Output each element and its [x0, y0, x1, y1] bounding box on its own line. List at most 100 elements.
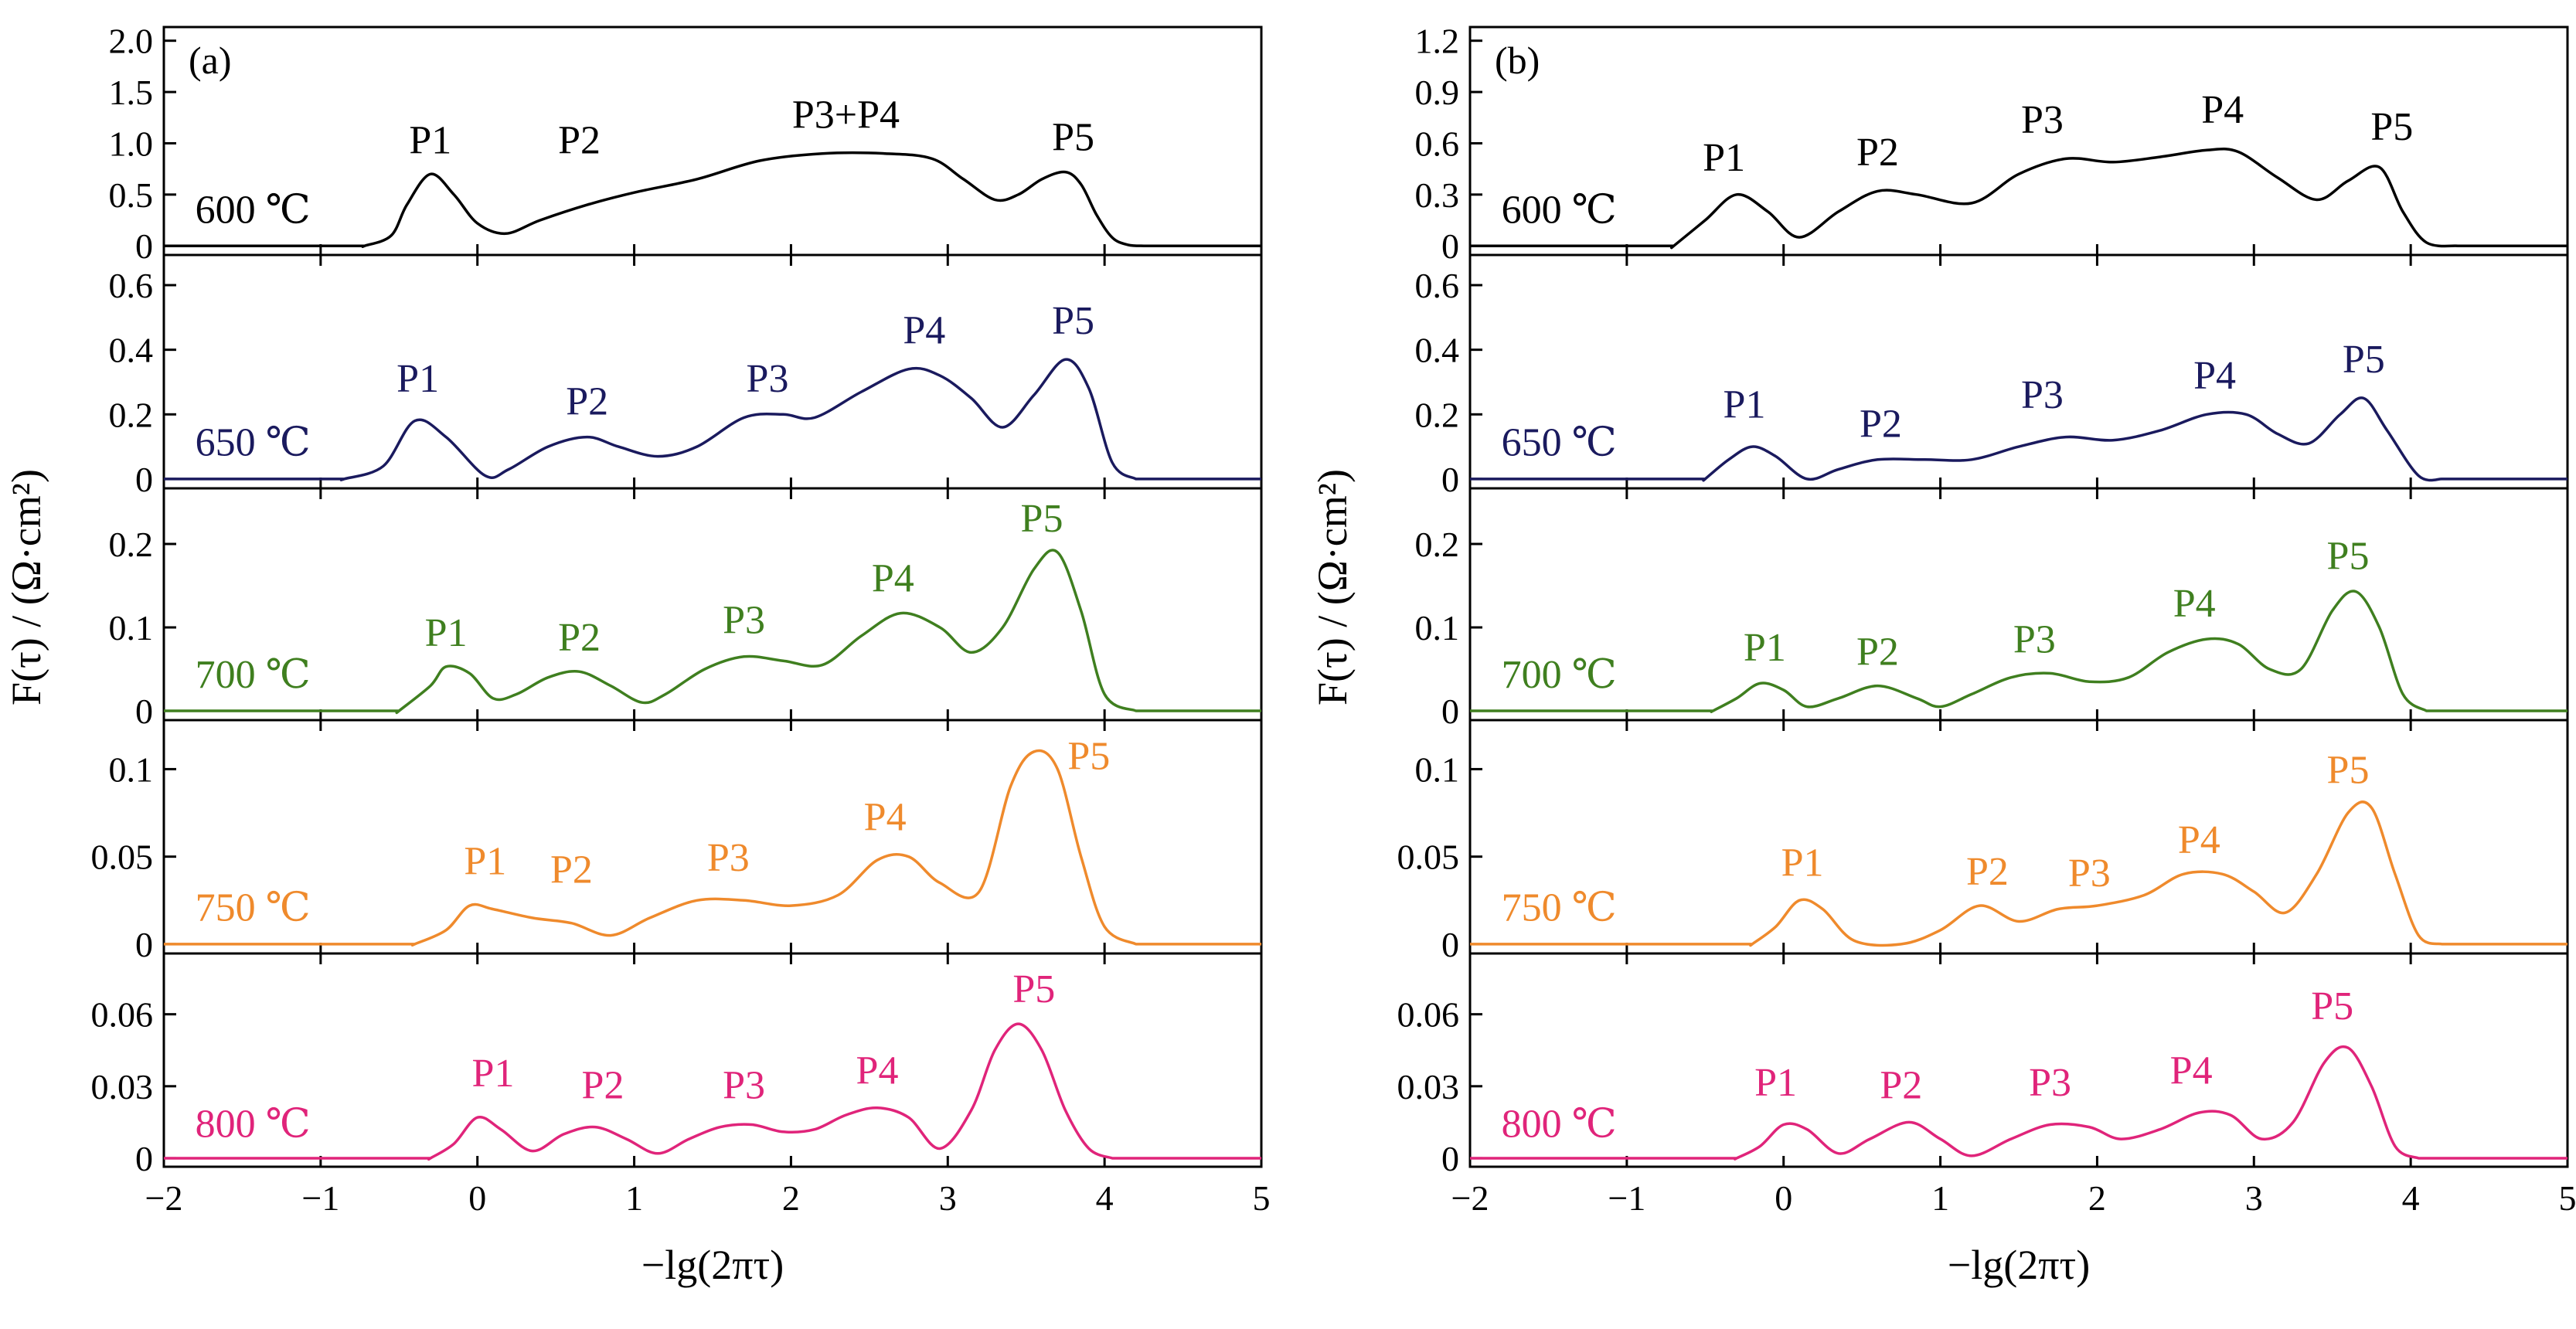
y-axis-label: F(τ) / (Ω·cm²) [3, 469, 49, 705]
peak-label: P1 [1703, 136, 1745, 180]
y-tick-label: 0.6 [1415, 124, 1460, 163]
y-tick-label: 0 [1441, 925, 1459, 964]
panel-tag: (b) [1495, 39, 1540, 82]
peak-label: P1 [1781, 841, 1824, 885]
temperature-label: 750 ℃ [1502, 886, 1617, 930]
peak-label: P2 [550, 848, 593, 892]
subplot-frame [1468, 487, 2569, 722]
y-tick-label: 2.0 [109, 22, 154, 61]
series-line [164, 358, 1262, 481]
x-tick-label: −1 [301, 1178, 339, 1218]
peak-label: P2 [1966, 850, 2009, 894]
y-tick-label: 0.3 [1415, 175, 1460, 215]
y-tick-label: 0 [135, 925, 153, 964]
temperature-label: 600 ℃ [196, 189, 311, 233]
peak-label: P3 [2068, 851, 2111, 896]
y-tick-label: 0.9 [1415, 73, 1460, 112]
peak-label: P5 [1052, 299, 1094, 343]
series-line [1470, 590, 2567, 713]
peak-label: P4 [856, 1049, 899, 1093]
y-tick-label: 0.6 [109, 266, 154, 305]
temperature-label: 700 ℃ [196, 653, 311, 697]
y-tick-label: 0.1 [1415, 749, 1460, 789]
subplot-frame [1468, 719, 2569, 955]
peak-label: P5 [1067, 734, 1110, 778]
peak-label: P1 [409, 119, 451, 163]
peak-label: P2 [582, 1063, 624, 1107]
panel-b: 0 0.3 0.6 0.9 1.2 P1 P2 P3 P4 P5 600 ℃ 0 0.2 0.4 0.6 P1… [1309, 22, 2576, 1288]
y-tick-label: 0.6 [1415, 266, 1460, 305]
peak-label: P1 [1724, 382, 1766, 427]
x-tick-label: 2 [782, 1178, 800, 1218]
y-tick-label: 0 [1441, 1139, 1459, 1178]
x-tick-label: −2 [145, 1178, 183, 1218]
x-axis-label: −lg(2πτ) [641, 1242, 784, 1288]
subplot-2: 0 0.1 0.2 P1 P2 P3 P4 P5 700 ℃ [109, 487, 1263, 731]
y-tick-label: 0.03 [1397, 1067, 1460, 1106]
y-tick-label: 0.1 [1415, 608, 1460, 648]
subplot-3: 0 0.05 0.1 P1 P2 P3 P4 P5 750 ℃ [91, 719, 1263, 964]
subplot-1: 0 0.2 0.4 0.6 P1 P2 P3 P4 P5 650 ℃ [1415, 253, 2569, 499]
series-line [164, 749, 1262, 947]
peak-label: P3 [2021, 373, 2064, 417]
panel-a: 0 0.5 1.0 1.5 2.0 P1 P2 P3+P4 P5 600 ℃ 0 0.2 0.4 0.6 P… [3, 22, 1271, 1288]
subplot-frame [162, 25, 1263, 257]
x-tick-label: 3 [2245, 1178, 2263, 1218]
peak-label: P2 [1856, 631, 1899, 675]
x-tick-label: 2 [2088, 1178, 2106, 1218]
x-tick-label: 4 [2402, 1178, 2420, 1218]
x-tick-label: 4 [1096, 1178, 1114, 1218]
x-tick-label: −2 [1451, 1178, 1489, 1218]
peak-label: P2 [558, 616, 601, 660]
peak-label: P5 [2343, 338, 2385, 382]
peak-label: P3 [2029, 1061, 2071, 1105]
y-tick-label: 0.1 [109, 608, 154, 648]
subplot-4: 0 0.03 0.06 P1 P2 P3 P4 P5 800 ℃ [91, 952, 1263, 1178]
x-tick-label: 5 [2559, 1178, 2576, 1218]
peak-label: P4 [864, 796, 907, 840]
temperature-label: 800 ℃ [1502, 1102, 1617, 1146]
x-axis-label: −lg(2πτ) [1948, 1242, 2090, 1288]
y-tick-label: 0.2 [109, 525, 154, 564]
peak-label: P3 [723, 1063, 765, 1107]
series-line [1470, 396, 2568, 482]
y-tick-label: 0 [1441, 460, 1459, 499]
y-tick-label: 0 [1441, 692, 1459, 731]
y-tick-label: 0.4 [109, 331, 154, 370]
peak-label: P5 [2327, 534, 2370, 578]
subplot-frame [162, 253, 1263, 490]
peak-label: P4 [2201, 88, 2244, 132]
y-tick-label: 0.06 [1397, 995, 1460, 1035]
temperature-label: 650 ℃ [196, 421, 311, 465]
peak-label: P5 [2327, 749, 2370, 793]
y-tick-label: 1.2 [1415, 22, 1460, 61]
y-tick-label: 0 [135, 226, 153, 266]
peak-label: P5 [1021, 497, 1063, 541]
peak-label: P1 [464, 839, 506, 883]
peak-label: P3 [707, 836, 750, 880]
panel-tag: (a) [189, 39, 232, 82]
peak-label: P3 [723, 599, 765, 643]
y-tick-label: 0 [135, 460, 153, 499]
peak-label: P3+P4 [792, 93, 900, 138]
x-tick-label: 1 [1931, 1178, 1949, 1218]
x-tick-label: 1 [625, 1178, 643, 1218]
y-tick-label: 1.5 [109, 73, 154, 112]
subplot-frame [1468, 952, 2569, 1168]
y-tick-label: 0.05 [1397, 838, 1460, 877]
series-line [1470, 1045, 2568, 1161]
peak-label: P4 [872, 557, 914, 601]
subplot-0: 0 0.3 0.6 0.9 1.2 P1 P2 P3 P4 P5 600 ℃ [1415, 22, 2569, 266]
x-tick-label: 0 [1775, 1178, 1792, 1218]
peak-label: P4 [903, 308, 945, 352]
x-tick-label: 5 [1253, 1178, 1271, 1218]
x-tick-label: 3 [939, 1178, 957, 1218]
y-tick-label: 0.06 [91, 995, 154, 1035]
temperature-label: 600 ℃ [1502, 189, 1617, 233]
peak-label: P1 [1744, 626, 1786, 670]
peak-label: P3 [2021, 98, 2064, 142]
temperature-label: 800 ℃ [196, 1102, 311, 1146]
peak-label: P1 [472, 1052, 515, 1096]
peak-label: P2 [558, 119, 601, 163]
